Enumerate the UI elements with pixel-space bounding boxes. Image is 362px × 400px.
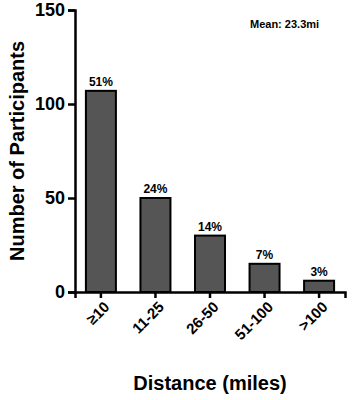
data-label: 3%	[310, 265, 328, 279]
tick: 150	[35, 0, 75, 20]
bar	[304, 281, 334, 292]
bars	[86, 91, 334, 292]
tick-mark	[263, 292, 266, 298]
x-axis-title: Distance (miles)	[133, 372, 286, 394]
tick-mark	[100, 292, 103, 298]
plot: 51% 24% 14% 7% 3% 0 50 100 150 ≥10 11-25 26-5051-10…	[35, 0, 346, 343]
tick-mark	[318, 292, 321, 298]
data-label: 24%	[143, 182, 167, 196]
data-label: 7%	[256, 248, 274, 262]
tick: 11-25	[129, 292, 168, 337]
bar	[86, 91, 116, 292]
tick-label: 100	[35, 94, 65, 114]
bar	[250, 264, 280, 292]
tick-mark	[209, 292, 212, 298]
tick-label: 0	[55, 282, 65, 302]
axis-line	[76, 293, 346, 299]
tick: 26-50	[183, 292, 222, 337]
x-axis: ≥10 11-25 26-5051-100 >100	[76, 292, 346, 343]
tick-label: 51-100	[231, 298, 276, 343]
tick: 51-100	[231, 292, 276, 343]
chart: 51% 24% 14% 7% 3% 0 50 100 150 ≥10 11-25 26-5051-10…	[0, 0, 362, 400]
y-axis-title: Number of Participants	[6, 41, 28, 261]
tick: 100	[35, 94, 75, 114]
y-axis: 0 50 100 150	[35, 0, 76, 302]
data-label: 14%	[198, 220, 222, 234]
data-label: 51%	[89, 75, 113, 89]
axis-line	[68, 11, 76, 293]
tick-label: ≥10	[83, 298, 113, 328]
tick: 0	[55, 282, 75, 302]
data-labels: 51% 24% 14% 7% 3%	[89, 75, 328, 279]
tick-mark	[68, 291, 75, 294]
tick: ≥10	[83, 292, 113, 328]
bar	[140, 198, 170, 292]
tick: 50	[45, 188, 75, 208]
tick: >100	[295, 292, 331, 334]
tick-label: 11-25	[129, 298, 168, 337]
tick-mark	[68, 9, 75, 12]
bar	[195, 236, 225, 292]
tick-label: 50	[45, 188, 65, 208]
annotation: Mean: 23.3mi	[250, 18, 319, 30]
tick-mark	[68, 197, 75, 200]
tick-mark	[154, 292, 157, 298]
tick-label: >100	[295, 298, 331, 334]
tick-label: 150	[35, 0, 65, 20]
tick-mark	[68, 103, 75, 106]
tick-label: 26-50	[183, 298, 222, 337]
